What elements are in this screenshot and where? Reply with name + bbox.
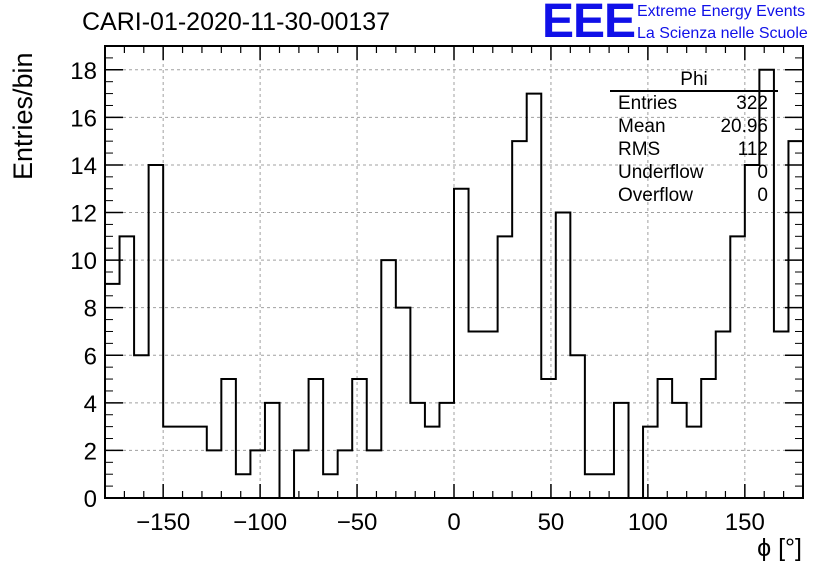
y-tick-label: 0: [84, 486, 97, 513]
tick-labels: −150 −100 −50 0 50 100 150 0 2 4 6 8 10 12 14 16 18: [70, 58, 765, 536]
stats-value: 322: [736, 93, 768, 114]
stats-value: 112: [737, 139, 768, 160]
axis-ticks: [105, 46, 803, 499]
x-tick-label: −50: [337, 509, 378, 536]
stats-title: Phi: [610, 70, 778, 92]
stats-row: Underflow 0: [610, 161, 778, 184]
y-tick-label: 16: [70, 105, 97, 132]
y-tick-label: 14: [70, 153, 97, 180]
y-tick-label: 2: [84, 438, 97, 465]
chart-title: CARI-01-2020-11-30-00137: [82, 8, 391, 36]
eee-logo: EEE: [542, 0, 636, 48]
stats-label: Entries: [618, 93, 678, 114]
x-tick-label: −150: [136, 509, 190, 536]
y-axis-label: Entries/bin: [8, 52, 38, 180]
x-tick-label: 50: [538, 509, 565, 536]
stats-row: Overflow 0: [610, 184, 778, 207]
stats-value: 0: [757, 185, 768, 206]
stats-box: Phi Entries 322 Mean 20.96 RMS 112 Under…: [610, 70, 778, 207]
stats-value: 20.96: [720, 116, 768, 137]
y-tick-label: 18: [70, 58, 97, 85]
stats-row: Entries 322: [610, 92, 778, 115]
y-tick-label: 12: [70, 201, 97, 228]
stats-label: Underflow: [618, 162, 704, 183]
x-tick-label: 150: [725, 509, 765, 536]
logo-line-1: Extreme Energy Events: [637, 3, 806, 20]
x-axis-label: ϕ [°]: [757, 534, 802, 562]
stats-row: RMS 112: [610, 138, 778, 161]
y-tick-label: 6: [84, 343, 97, 370]
stats-label: Overflow: [618, 185, 693, 206]
x-tick-label: 0: [447, 509, 460, 536]
stats-label: RMS: [618, 139, 661, 160]
stats-value: 0: [757, 162, 768, 183]
stats-row: Mean 20.96: [610, 115, 778, 138]
x-tick-label: 100: [628, 509, 668, 536]
logo-line-2: La Scienza nelle Scuole: [637, 25, 808, 42]
y-tick-label: 10: [70, 248, 97, 275]
y-tick-label: 4: [84, 391, 97, 418]
histogram-step-line: [105, 68, 804, 499]
x-tick-label: −100: [233, 509, 287, 536]
y-tick-label: 8: [84, 296, 97, 323]
stats-label: Mean: [618, 116, 666, 137]
